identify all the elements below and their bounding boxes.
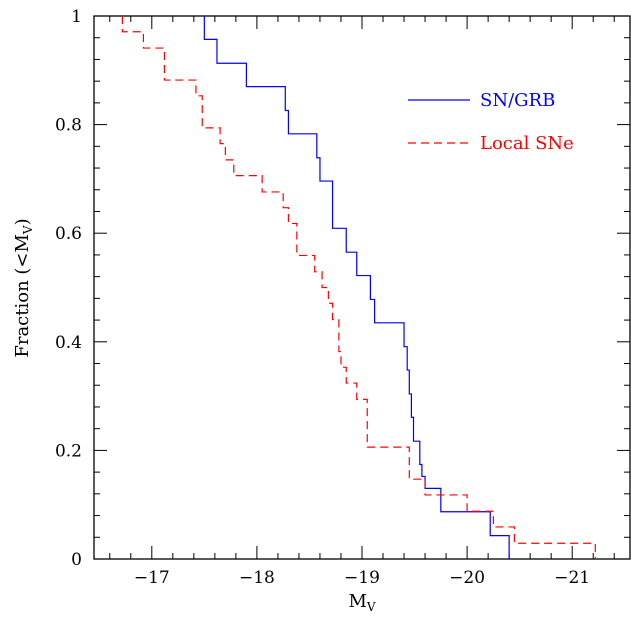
y-tick-label: 0.4 <box>55 333 82 353</box>
y-tick-label: 0 <box>71 550 82 570</box>
y-tick-label: 0.8 <box>55 116 82 136</box>
x-tick-label: −17 <box>134 568 170 588</box>
legend-label-local-sne: Local SNe <box>480 133 574 154</box>
y-tick-label: 0.6 <box>55 224 82 244</box>
series-line-local-sne <box>121 16 596 559</box>
series-line-sn-grb <box>203 16 510 559</box>
x-tick-label: −19 <box>344 568 380 588</box>
x-tick-label: −18 <box>239 568 275 588</box>
axis-ticks <box>94 15 630 560</box>
y-axis-title: Fraction (<MV) <box>12 218 35 357</box>
series-layer <box>121 16 596 559</box>
x-tick-label: −20 <box>449 568 485 588</box>
y-tick-label: 0.2 <box>55 441 82 461</box>
legend-label-sn-grb: SN/GRB <box>480 90 555 111</box>
y-tick-label: 1 <box>71 7 82 27</box>
x-tick-label: −21 <box>554 568 590 588</box>
legend: SN/GRB Local SNe <box>408 90 574 154</box>
tick-labels: −17 −18 −19 −20 −21 0 0.2 0.4 0.6 0.8 1 <box>55 7 590 588</box>
x-axis-title: MV <box>348 591 375 614</box>
